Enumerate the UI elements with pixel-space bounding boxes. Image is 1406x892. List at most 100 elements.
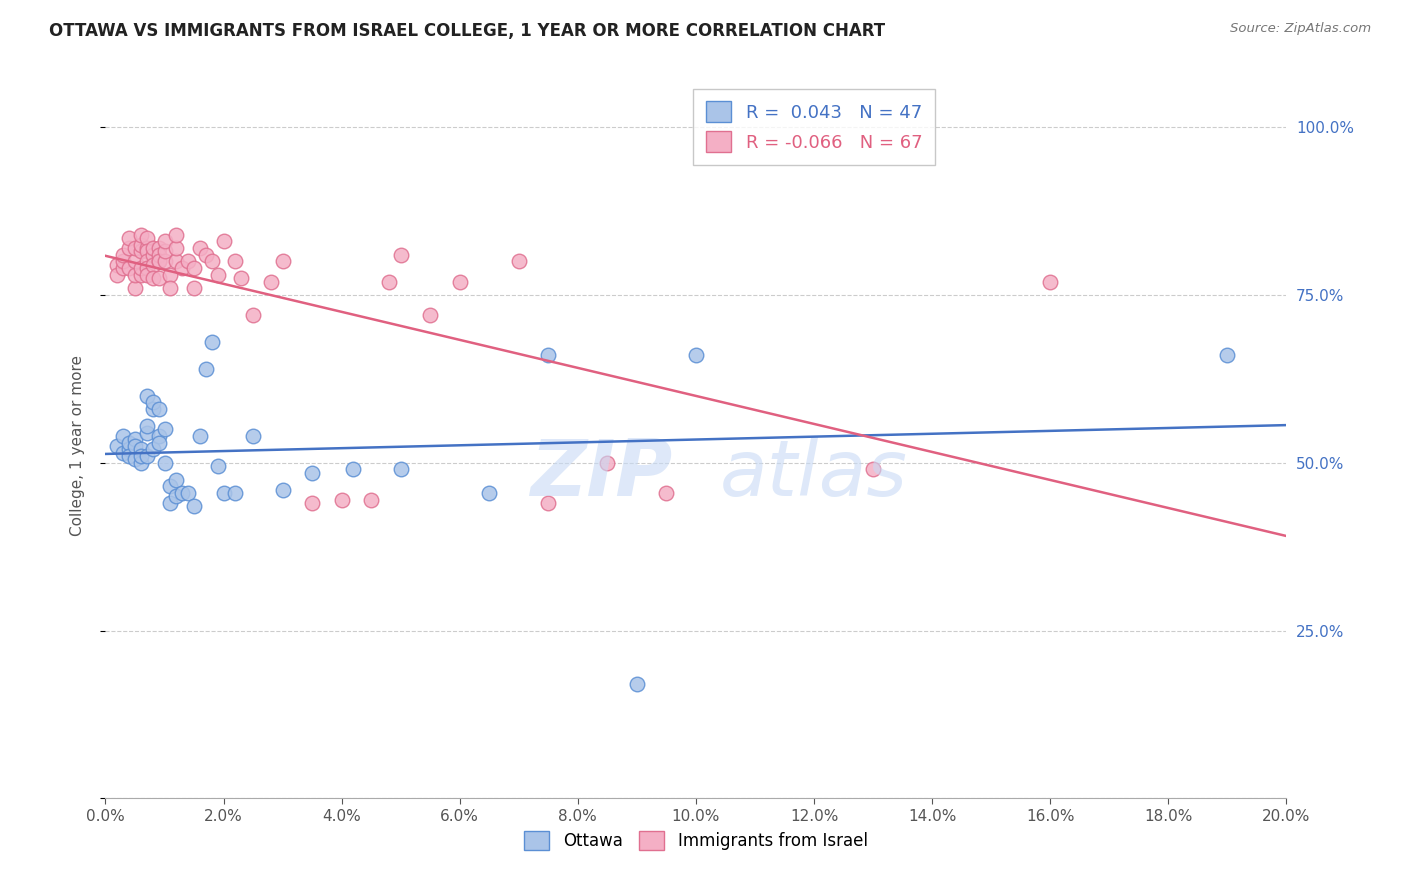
Point: [596, 456, 619, 470]
Point: [129, 261, 152, 276]
Point: [135, 418, 157, 433]
Point: [124, 452, 146, 467]
Point: [124, 439, 146, 453]
Point: [142, 258, 165, 272]
Point: [159, 479, 181, 493]
Point: [188, 241, 211, 255]
Point: [165, 227, 187, 242]
Point: [112, 261, 135, 276]
Point: [183, 261, 205, 276]
Point: [118, 231, 141, 245]
Point: [112, 248, 135, 262]
Point: [537, 348, 560, 362]
Point: [153, 422, 176, 436]
Point: [148, 254, 170, 268]
Point: [129, 449, 152, 463]
Point: [153, 254, 176, 268]
Point: [135, 254, 157, 268]
Point: [148, 248, 170, 262]
Point: [129, 456, 152, 470]
Point: [148, 241, 170, 255]
Point: [330, 492, 353, 507]
Point: [165, 241, 187, 255]
Point: [685, 348, 707, 362]
Point: [342, 462, 364, 476]
Point: [207, 268, 229, 282]
Point: [142, 402, 165, 417]
Point: [165, 473, 187, 487]
Point: [112, 429, 135, 443]
Point: [129, 227, 152, 242]
Y-axis label: College, 1 year or more: College, 1 year or more: [70, 356, 84, 536]
Point: [537, 496, 560, 510]
Point: [159, 281, 181, 295]
Point: [207, 459, 229, 474]
Point: [165, 254, 187, 268]
Point: [194, 248, 217, 262]
Point: [118, 241, 141, 255]
Point: [112, 254, 135, 268]
Point: [201, 254, 224, 268]
Point: [177, 486, 200, 500]
Point: [153, 235, 176, 249]
Point: [148, 402, 170, 417]
Point: [148, 254, 170, 268]
Point: [862, 462, 884, 476]
Point: [389, 462, 412, 476]
Point: [478, 486, 501, 500]
Point: [105, 268, 128, 282]
Point: [129, 244, 152, 259]
Point: [118, 449, 141, 463]
Point: [183, 281, 205, 295]
Point: [271, 254, 294, 268]
Point: [301, 496, 323, 510]
Point: [135, 261, 157, 276]
Point: [148, 271, 170, 285]
Point: [112, 446, 135, 460]
Point: [188, 429, 211, 443]
Point: [124, 254, 146, 268]
Point: [135, 241, 157, 255]
Point: [142, 241, 165, 255]
Point: [1039, 275, 1062, 289]
Point: [159, 496, 181, 510]
Point: [212, 486, 235, 500]
Text: Source: ZipAtlas.com: Source: ZipAtlas.com: [1230, 22, 1371, 36]
Point: [1216, 348, 1239, 362]
Text: OTTAWA VS IMMIGRANTS FROM ISRAEL COLLEGE, 1 YEAR OR MORE CORRELATION CHART: OTTAWA VS IMMIGRANTS FROM ISRAEL COLLEGE…: [49, 22, 886, 40]
Point: [135, 231, 157, 245]
Point: [124, 241, 146, 255]
Point: [626, 677, 648, 691]
Point: [135, 389, 157, 403]
Point: [148, 429, 170, 443]
Point: [378, 275, 401, 289]
Point: [129, 268, 152, 282]
Point: [105, 258, 128, 272]
Point: [159, 268, 181, 282]
Point: [118, 435, 141, 450]
Point: [231, 271, 253, 285]
Point: [301, 466, 323, 480]
Point: [655, 486, 678, 500]
Point: [389, 248, 412, 262]
Point: [242, 429, 264, 443]
Point: [201, 334, 224, 349]
Point: [135, 425, 157, 440]
Point: [129, 442, 152, 457]
Point: [172, 261, 194, 276]
Point: [419, 308, 441, 322]
Point: [105, 439, 128, 453]
Point: [135, 244, 157, 259]
Point: [135, 449, 157, 463]
Point: [142, 271, 165, 285]
Point: [148, 435, 170, 450]
Point: [142, 248, 165, 262]
Point: [142, 395, 165, 409]
Point: [271, 483, 294, 497]
Point: [124, 268, 146, 282]
Point: [449, 275, 471, 289]
Point: [224, 254, 246, 268]
Point: [177, 254, 200, 268]
Point: [118, 261, 141, 276]
Point: [153, 456, 176, 470]
